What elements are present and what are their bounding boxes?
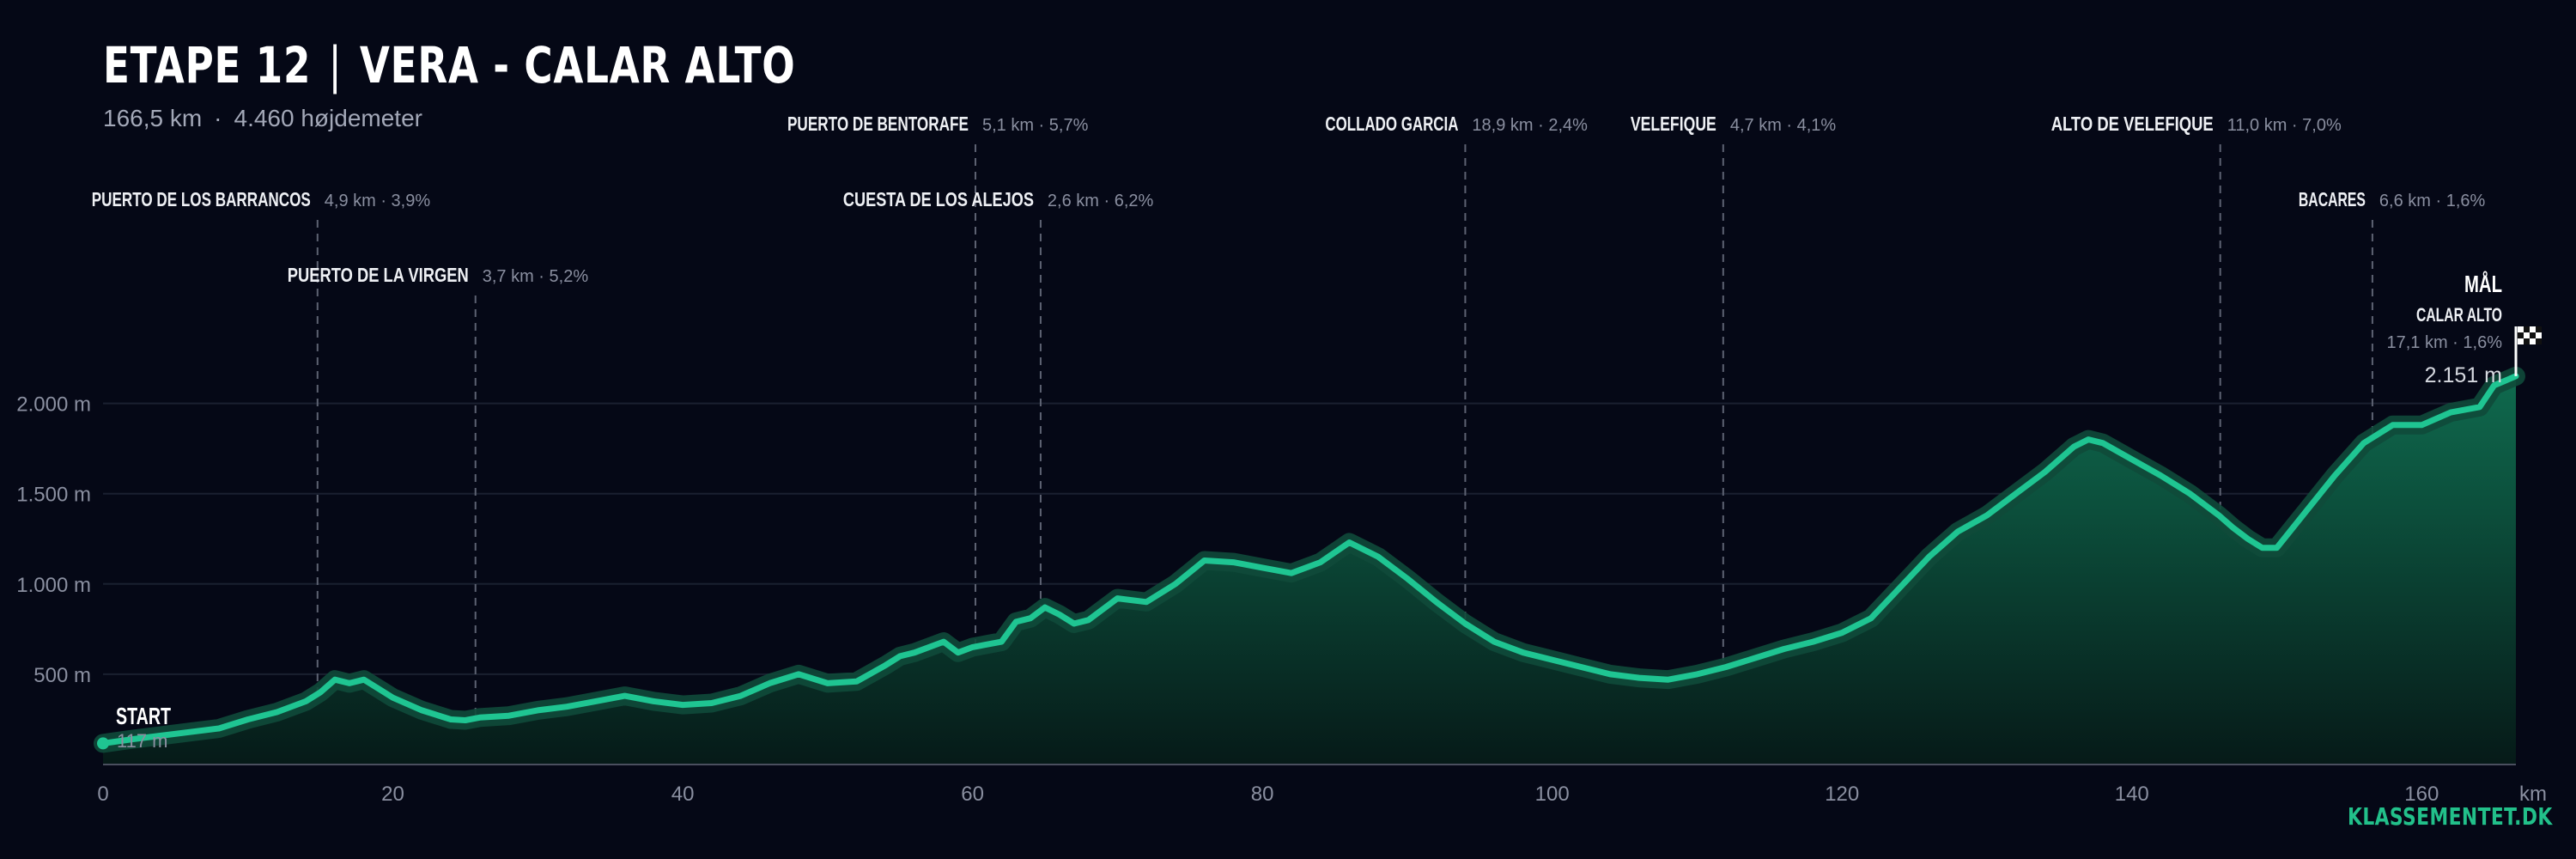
flag-square [2536, 332, 2542, 338]
climb-name: ALTO DE VELEFIQUE [2051, 113, 2214, 135]
climb-detail: 2,6 km · 6,2% [1048, 192, 1154, 210]
x-axis-unit-label: km [2519, 783, 2547, 806]
y-tick-label: 1.000 m [16, 574, 91, 597]
climb-name: BACARES [2299, 188, 2366, 210]
finish-marker: MÅL CALAR ALTO 17,1 km · 1,6% 2.151 m [2386, 271, 2542, 387]
climb-markers [316, 144, 2373, 719]
x-tick-label: 0 [97, 783, 108, 806]
climb-label: VELEFIQUE 4,7 km · 4,1% [1631, 113, 1837, 135]
elevation-line [100, 373, 2519, 746]
climb-detail: 18,9 km · 2,4% [1472, 116, 1588, 135]
flag-square [2524, 332, 2530, 338]
flag-square [2518, 338, 2524, 344]
climb-label: CUESTA DE LOS ALEJOS 2,6 km · 6,2% [843, 188, 1154, 210]
finish-label: MÅL [2464, 271, 2502, 297]
finish-elevation: 2.151 m [2425, 363, 2502, 387]
climb-label: ALTO DE VELEFIQUE 11,0 km · 7,0% [2051, 113, 2342, 135]
brand-logo: KLASSEMENTET.DK [2348, 802, 2553, 831]
y-tick-label: 2.000 m [16, 393, 91, 417]
climb-label: PUERTO DE LOS BARRANCOS 4,9 km · 3,9% [92, 188, 431, 210]
climb-name: VELEFIQUE [1631, 113, 1716, 135]
y-axis-labels: 500 m 1.000 m 1.500 m 2.000 m [16, 393, 91, 687]
flag-square [2530, 332, 2536, 338]
climb-label: COLLADO GARCIA 18,9 km · 2,4% [1325, 113, 1588, 135]
climb-name: PUERTO DE LA VIRGEN [288, 264, 469, 286]
climb-detail: 11,0 km · 7,0% [2227, 116, 2342, 135]
climb-label: PUERTO DE LA VIRGEN 3,7 km · 5,2% [288, 264, 589, 286]
climb-name: PUERTO DE LOS BARRANCOS [92, 188, 311, 210]
summary-dot: · [214, 105, 222, 131]
climb-labels: PUERTO DE LOS BARRANCOS 4,9 km · 3,9%PUER… [92, 113, 2486, 286]
x-tick-label: 80 [1251, 783, 1274, 806]
climb-detail: 4,7 km · 4,1% [1730, 116, 1837, 135]
x-tick-label: 160 [2404, 783, 2439, 806]
climb-label: BACARES 6,6 km · 1,6% [2299, 188, 2486, 210]
climb-detail: 5,1 km · 5,7% [982, 116, 1089, 135]
finish-climb-name: CALAR ALTO [2416, 304, 2502, 326]
page-title: ETAPE 12 | VERA - CALAR ALTO [103, 36, 795, 94]
x-tick-label: 100 [1535, 783, 1570, 806]
route-name: VERA - CALAR ALTO [359, 36, 796, 94]
x-tick-label: 20 [381, 783, 404, 806]
stage-distance: 166,5 km [103, 105, 203, 131]
flag-square [2518, 326, 2524, 332]
start-label: START [116, 703, 171, 729]
x-tick-label: 140 [2115, 783, 2149, 806]
climb-detail: 6,6 km · 1,6% [2379, 192, 2486, 210]
climb-detail: 3,7 km · 5,2% [483, 267, 589, 286]
finish-climb-detail: 17,1 km · 1,6% [2386, 333, 2502, 352]
x-tick-label: 120 [1825, 783, 1859, 806]
x-tick-label: 60 [961, 783, 984, 806]
flag-square [2530, 326, 2536, 332]
climb-name: COLLADO GARCIA [1325, 113, 1458, 135]
flag-square [2536, 326, 2542, 332]
y-tick-label: 1.500 m [16, 484, 91, 507]
flag-square [2530, 338, 2536, 344]
climb-name: CUESTA DE LOS ALEJOS [843, 188, 1034, 210]
stage-summary: 166,5 km · 4.460 højdemeter [103, 105, 422, 132]
climb-detail: 4,9 km · 3,9% [325, 192, 431, 210]
flag-square [2524, 338, 2530, 344]
stage-number: ETAPE 12 [103, 36, 312, 94]
flag-square [2518, 332, 2524, 338]
stage-elevation-gain: 4.460 højdemeter [234, 105, 422, 131]
climb-name: PUERTO DE BENTORAFE [787, 113, 969, 135]
x-tick-label: 40 [671, 783, 695, 806]
y-tick-label: 500 m [33, 664, 91, 687]
climb-label: PUERTO DE BENTORAFE 5,1 km · 5,7% [787, 113, 1089, 135]
start-elevation: 117 m [117, 730, 168, 752]
title-separator: | [328, 36, 343, 94]
start-dot [97, 737, 109, 750]
flag-square [2524, 326, 2530, 332]
checkered-flag-icon [2518, 326, 2542, 344]
x-axis-labels: 0 20 40 60 80 100 120 140 160 km [97, 783, 2547, 806]
flag-square [2536, 338, 2542, 344]
